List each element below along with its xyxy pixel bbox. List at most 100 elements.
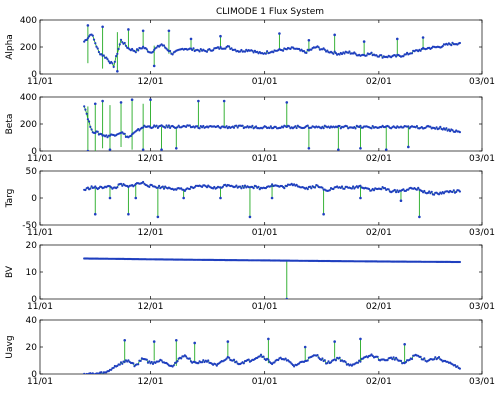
data-point — [169, 126, 172, 129]
panel-beta: Beta 11/01 12/01 01/01 02/01 03/01 0 200 400 — [5, 93, 495, 164]
data-point — [235, 360, 238, 363]
spike-point — [219, 196, 222, 200]
data-point — [96, 47, 99, 50]
data-point — [440, 192, 443, 195]
data-point — [232, 358, 236, 361]
data-point — [456, 365, 459, 368]
data-point — [321, 357, 324, 360]
data-point — [298, 47, 301, 51]
data-point — [197, 362, 200, 365]
data-point — [183, 189, 186, 192]
data-point — [435, 126, 438, 129]
data-point — [258, 355, 261, 358]
data-point — [232, 126, 236, 129]
data-point — [386, 359, 389, 362]
data-point — [162, 187, 166, 190]
data-point — [148, 185, 151, 188]
data-point — [119, 361, 123, 364]
data-point — [445, 127, 448, 130]
spike-point — [141, 29, 145, 33]
data-point — [94, 185, 97, 188]
data-point — [393, 188, 396, 192]
data-point — [437, 193, 441, 196]
spike-point — [359, 196, 362, 200]
data-point — [100, 53, 103, 56]
data-point — [428, 190, 431, 193]
data-point — [407, 125, 410, 128]
data-point — [283, 187, 286, 190]
data-point — [84, 188, 87, 192]
spike-point — [362, 40, 366, 43]
data-point — [439, 125, 442, 128]
y-tick-label: 200 — [20, 120, 37, 130]
data-point — [372, 189, 376, 192]
spike-point — [86, 149, 90, 151]
data-point — [370, 127, 373, 130]
y-tick-label: 20 — [26, 241, 38, 251]
data-point — [458, 190, 461, 193]
data-point — [306, 188, 309, 191]
spike-point — [189, 37, 193, 41]
data-point — [404, 53, 407, 56]
spike-point — [152, 64, 156, 68]
data-point — [383, 187, 387, 190]
data-point — [359, 360, 362, 363]
data-point — [433, 193, 436, 196]
spike-point — [403, 343, 406, 346]
data-point — [450, 44, 453, 47]
x-tick-label: 11/01 — [27, 302, 53, 312]
data-point — [86, 186, 89, 189]
data-point — [310, 126, 313, 129]
data-point — [101, 373, 104, 374]
x-tick-label: 03/01 — [469, 77, 495, 87]
data-point — [106, 136, 109, 139]
data-point — [215, 364, 218, 367]
data-point — [85, 38, 88, 42]
data-point — [118, 363, 121, 366]
data-point — [407, 188, 410, 191]
data-point — [185, 125, 188, 128]
x-tick-label: 12/01 — [138, 154, 164, 164]
spike-point — [141, 148, 145, 151]
data-point — [100, 371, 103, 374]
data-point — [434, 356, 437, 359]
data-point — [343, 52, 346, 55]
data-point — [131, 47, 134, 51]
data-point — [380, 54, 383, 57]
y-tick-label: 0 — [31, 194, 37, 204]
data-point — [273, 361, 276, 364]
data-point — [124, 44, 127, 47]
plot-area — [83, 337, 461, 374]
data-point — [376, 355, 379, 358]
spike-point — [93, 212, 97, 216]
data-point — [348, 50, 351, 53]
data-point — [442, 192, 445, 195]
x-tick-label: 02/01 — [366, 228, 392, 238]
data-point — [83, 40, 86, 43]
spike-point — [285, 101, 289, 104]
spike-point — [278, 32, 281, 35]
data-point — [89, 187, 92, 190]
data-point — [329, 361, 333, 364]
x-tick-label: 01/01 — [252, 228, 278, 238]
data-point — [156, 126, 159, 129]
data-point — [212, 49, 215, 52]
data-point — [391, 358, 394, 361]
data-point — [404, 361, 407, 364]
data-point — [294, 125, 297, 128]
x-tick-label: 03/01 — [469, 154, 495, 164]
data-point — [269, 125, 272, 128]
spike-point — [160, 148, 163, 151]
data-point — [86, 118, 89, 121]
data-point — [145, 358, 148, 361]
data-point — [410, 357, 414, 361]
data-point — [458, 367, 461, 370]
spike-point — [267, 337, 270, 341]
data-point — [148, 360, 151, 363]
spike-point — [182, 196, 185, 200]
data-point — [155, 124, 158, 127]
panel-uavg: Uavg 11/01 12/01 01/01 02/01 03/01 0 20 40 — [5, 316, 495, 387]
data-point — [293, 365, 296, 368]
data-point — [251, 124, 254, 127]
data-point — [395, 191, 398, 194]
